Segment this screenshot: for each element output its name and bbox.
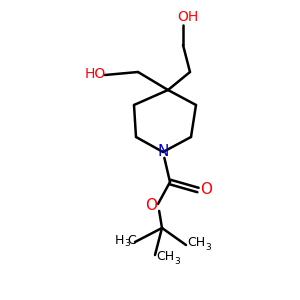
Text: HO: HO bbox=[84, 67, 106, 81]
Text: OH: OH bbox=[177, 10, 199, 24]
Text: CH: CH bbox=[187, 236, 205, 250]
Text: 3: 3 bbox=[124, 239, 130, 248]
Text: H: H bbox=[114, 233, 124, 247]
Text: O: O bbox=[200, 182, 212, 196]
Text: 3: 3 bbox=[205, 242, 211, 251]
Text: 3: 3 bbox=[174, 256, 180, 266]
Text: C: C bbox=[128, 233, 136, 247]
Text: CH: CH bbox=[156, 250, 174, 263]
Text: O: O bbox=[145, 197, 157, 212]
Text: N: N bbox=[157, 145, 169, 160]
